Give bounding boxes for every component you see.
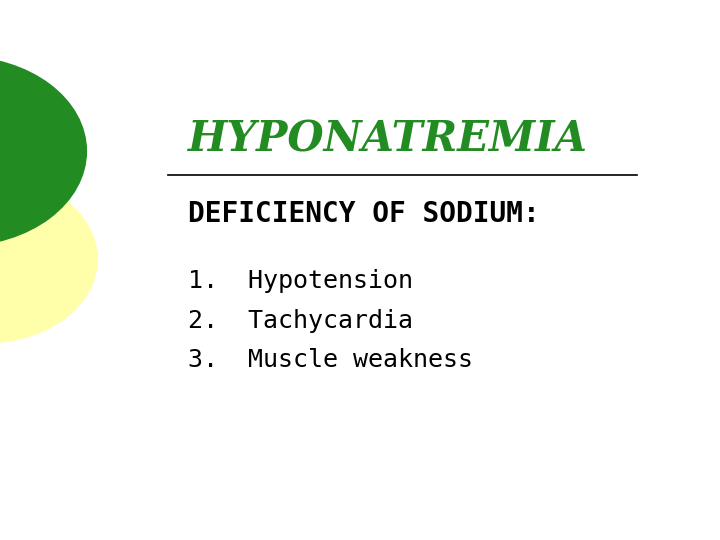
Circle shape (0, 176, 97, 343)
Text: DEFICIENCY OF SODIUM:: DEFICIENCY OF SODIUM: (188, 200, 539, 228)
Circle shape (0, 57, 86, 246)
Text: 2.  Tachycardia: 2. Tachycardia (188, 308, 413, 333)
Text: 3.  Muscle weakness: 3. Muscle weakness (188, 348, 472, 372)
Text: 1.  Hypotension: 1. Hypotension (188, 269, 413, 293)
Text: HYPONATREMIA: HYPONATREMIA (188, 119, 588, 160)
